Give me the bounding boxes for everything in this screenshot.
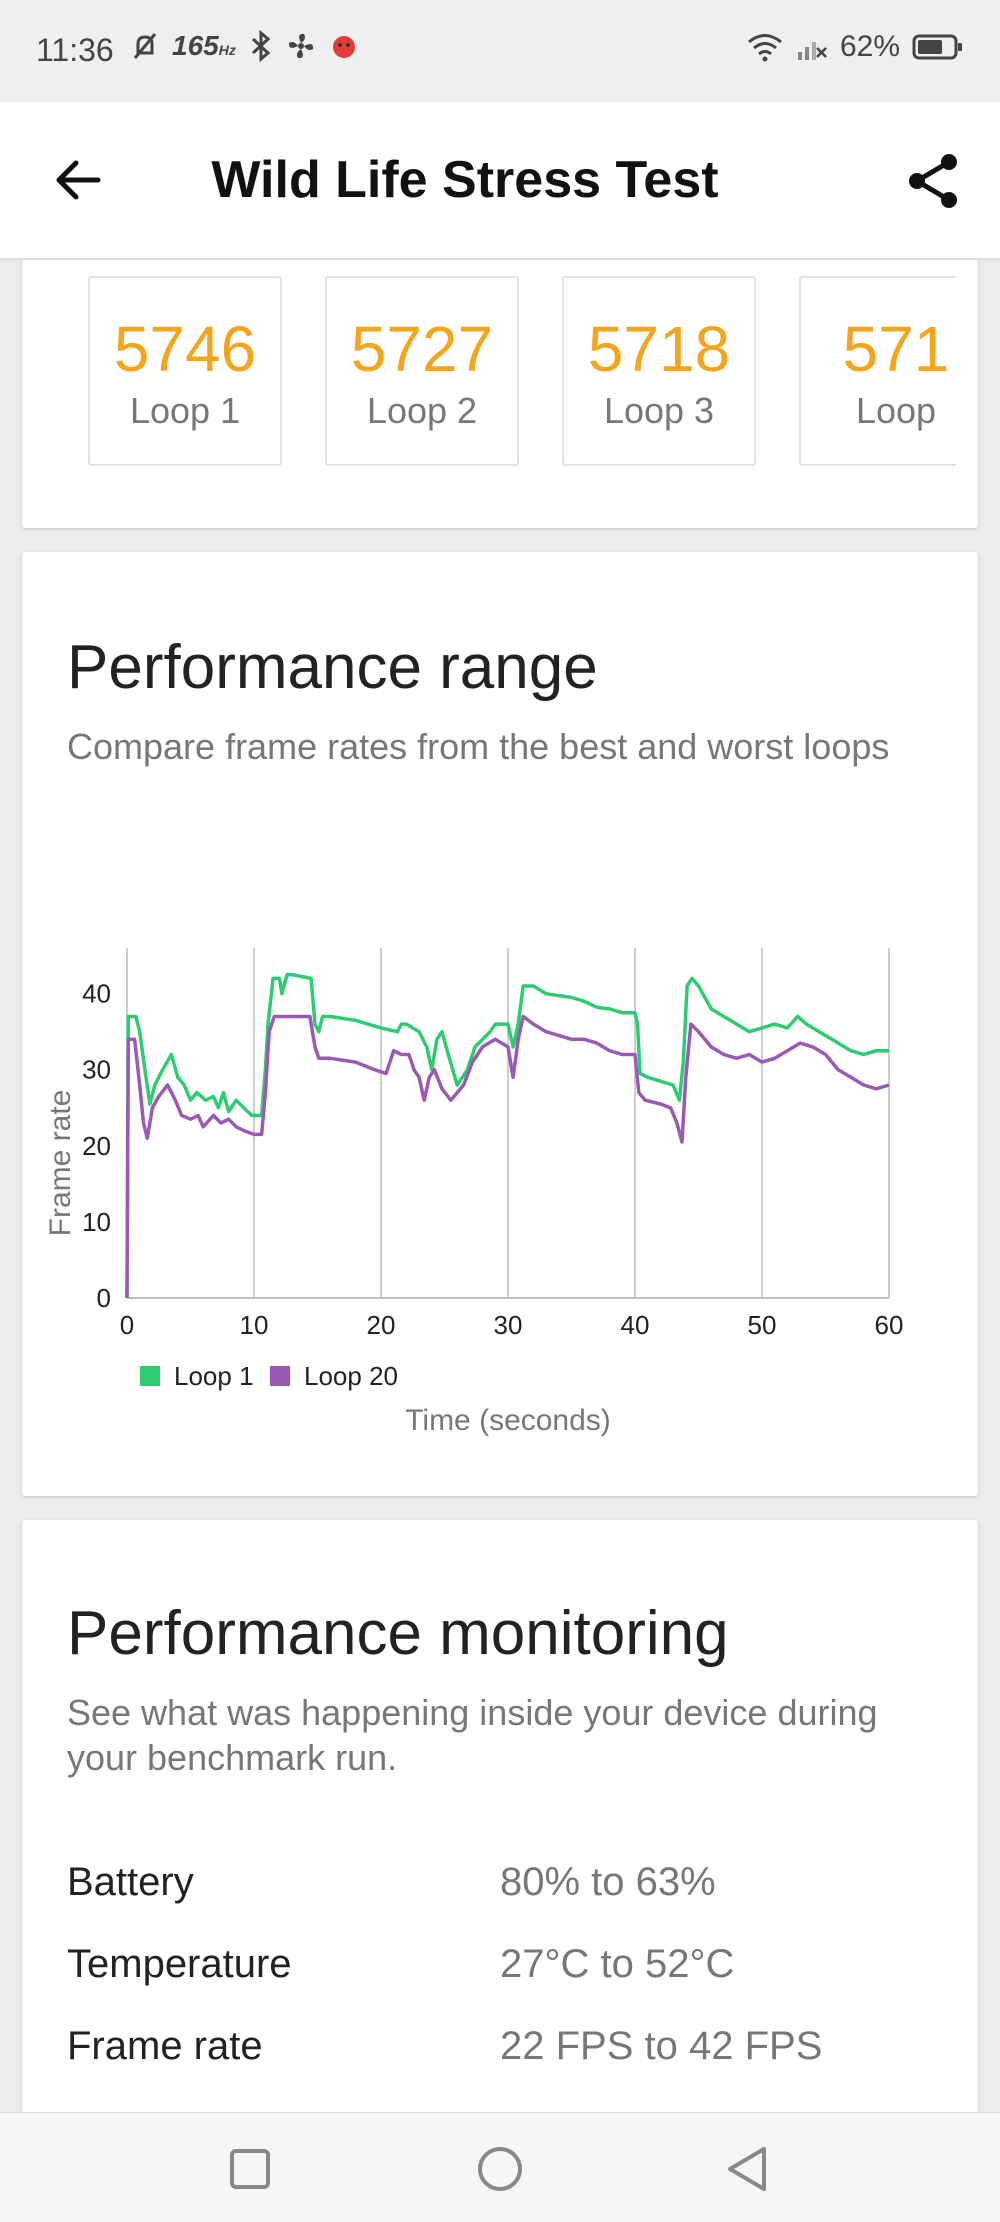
series-line <box>125 972 889 1299</box>
loop-score: 5746 <box>113 313 257 385</box>
legend-label: Loop 1 <box>174 1361 254 1391</box>
frame-rate-chart: 0 10 20 30 40 50 60 0 10 20 30 40 Frame rate Loop 1 Lo… <box>44 948 904 1437</box>
x-tick-label: 10 <box>240 1310 269 1340</box>
loop-score: 5727 <box>350 313 494 385</box>
monitor-label: Frame rate <box>67 2024 263 2068</box>
section-title: Performance monitoring <box>67 1599 729 1668</box>
cellular-signal-icon <box>797 42 827 60</box>
battery-icon <box>912 34 962 60</box>
y-tick-label: 0 <box>97 1283 111 1313</box>
x-tick-label: 20 <box>367 1310 396 1340</box>
section-subtitle: See what was happening inside your devic… <box>67 1692 878 1778</box>
status-right-icons: 62% <box>746 30 964 64</box>
mute-alarm-icon <box>133 33 157 59</box>
status-left-icons: 165Hz <box>130 30 360 62</box>
status-bar: 11:36 165Hz 62% <box>0 0 1000 102</box>
circle-icon[interactable] <box>472 2141 528 2197</box>
x-tick-label: 40 <box>621 1310 650 1340</box>
loop-label: Loop 2 <box>366 390 478 431</box>
status-time: 11:36 <box>36 32 114 68</box>
monitor-label: Battery <box>67 1860 194 1904</box>
share-icon[interactable] <box>902 150 964 212</box>
x-axis-label: Time (seconds) <box>405 1404 611 1437</box>
refresh-rate-indicator: 165Hz <box>172 30 236 61</box>
y-tick-label: 30 <box>82 1055 111 1085</box>
x-tick-label: 60 <box>875 1310 904 1340</box>
loop-score-card[interactable]: 5718 Loop 3 <box>562 276 756 466</box>
monitor-value: 27°C to 52°C <box>500 1942 735 1986</box>
legend-label: Loop 20 <box>304 1361 398 1391</box>
loop-score: 571 <box>842 313 950 385</box>
page-title: Wild Life Stress Test <box>211 151 719 209</box>
loop-score-card[interactable]: 571 Loop <box>799 276 956 466</box>
section-subtitle: Compare frame rates from the best and wo… <box>67 726 890 767</box>
loop-score: 5718 <box>587 313 731 385</box>
monitor-value: 22 FPS to 42 FPS <box>500 2024 823 2068</box>
triangle-back-icon[interactable] <box>720 2141 776 2197</box>
performance-monitoring-card: Performance monitoring See what was happ… <box>22 1520 978 2120</box>
series-line <box>125 1014 890 1299</box>
app-bar: Wild Life Stress Test <box>0 102 1000 258</box>
loop-label: Loop <box>855 390 937 431</box>
loop-scores-card: 5746 Loop 1 5727 Loop 2 5718 Loop 3 571 … <box>22 260 978 528</box>
x-tick-label: 30 <box>494 1310 523 1340</box>
wifi-icon <box>748 34 782 62</box>
legend-swatch <box>140 1366 160 1386</box>
loop-score-card[interactable]: 5727 Loop 2 <box>325 276 519 466</box>
system-nav-bar <box>0 2112 1000 2222</box>
legend-swatch <box>270 1366 290 1386</box>
performance-range-card: Performance range Compare frame rates fr… <box>22 552 978 1496</box>
loop-label: Loop 3 <box>603 390 715 431</box>
loop-label: Loop 1 <box>129 390 241 431</box>
x-tick-label: 0 <box>120 1310 134 1340</box>
bluetooth-icon <box>251 30 271 62</box>
y-tick-label: 10 <box>82 1207 111 1237</box>
loop-scores-row[interactable]: 5746 Loop 1 5727 Loop 2 5718 Loop 3 571 … <box>88 276 956 466</box>
y-axis-label: Frame rate <box>44 1090 77 1237</box>
y-tick-label: 40 <box>82 979 111 1009</box>
section-title: Performance range <box>67 633 598 702</box>
square-icon[interactable] <box>222 2141 278 2197</box>
app-notification-icon <box>332 36 355 58</box>
fan-icon <box>288 33 313 59</box>
y-tick-label: 20 <box>82 1131 111 1161</box>
monitor-value: 80% to 63% <box>500 1860 716 1904</box>
x-tick-label: 50 <box>748 1310 777 1340</box>
monitor-label: Temperature <box>67 1942 292 1986</box>
loop-score-card[interactable]: 5746 Loop 1 <box>88 276 282 466</box>
arrow-left-icon[interactable] <box>50 152 106 208</box>
battery-percent: 62% <box>839 30 900 63</box>
